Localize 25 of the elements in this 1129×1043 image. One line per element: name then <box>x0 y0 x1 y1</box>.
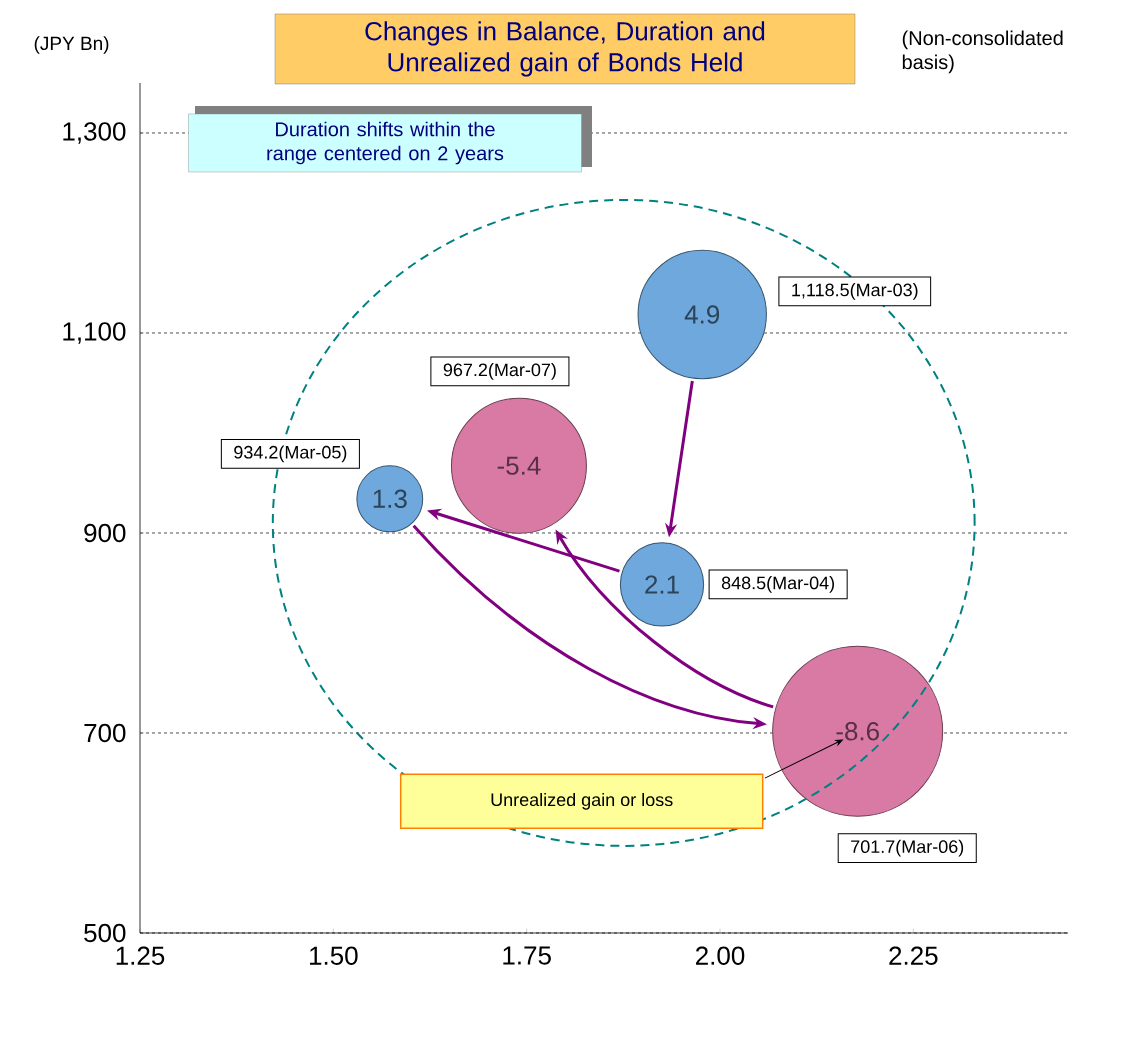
annotation: -8.6 <box>836 722 879 741</box>
y-tick-label: 1,100 <box>63 322 126 344</box>
x-tick-label: 1.75 <box>503 946 551 965</box>
x-tick-label: 2.00 <box>696 946 745 965</box>
annotation: 2.1 <box>645 575 679 594</box>
x-tick-label: 1.50 <box>310 946 358 965</box>
data-label: 934.2(Mar-05) <box>234 445 347 463</box>
annotation: Unrealized gain or loss <box>491 792 673 810</box>
chart-title: Changes in Balance, Duration and Unrealized gain of Bonds Held <box>365 21 765 77</box>
x-tick-label: 1.25 <box>116 946 165 965</box>
annotation: -5.4 <box>497 456 541 475</box>
y-tick-label: 500 <box>84 923 126 943</box>
text: (Non-consolidated basis) <box>902 30 1063 74</box>
y-tick-label: 900 <box>84 523 126 543</box>
annotation: Duration shifts within the range centered on 2 years <box>267 121 504 165</box>
x-tick-label: 2.25 <box>889 946 938 965</box>
data-label: 848.5(Mar-04) <box>721 576 835 593</box>
y-axis-title: (JPY Bn) <box>34 36 109 54</box>
y-tick-label: 1,300 <box>63 122 126 144</box>
y-tick-label: 700 <box>84 723 126 743</box>
annotation: 1.3 <box>373 489 407 508</box>
annotation: 4.9 <box>684 305 720 324</box>
data-label: 967.2(Mar-07) <box>443 363 556 380</box>
data-label: 1,118.5(Mar-03) <box>792 283 918 300</box>
data-label: 701.7(Mar-06) <box>851 839 964 857</box>
